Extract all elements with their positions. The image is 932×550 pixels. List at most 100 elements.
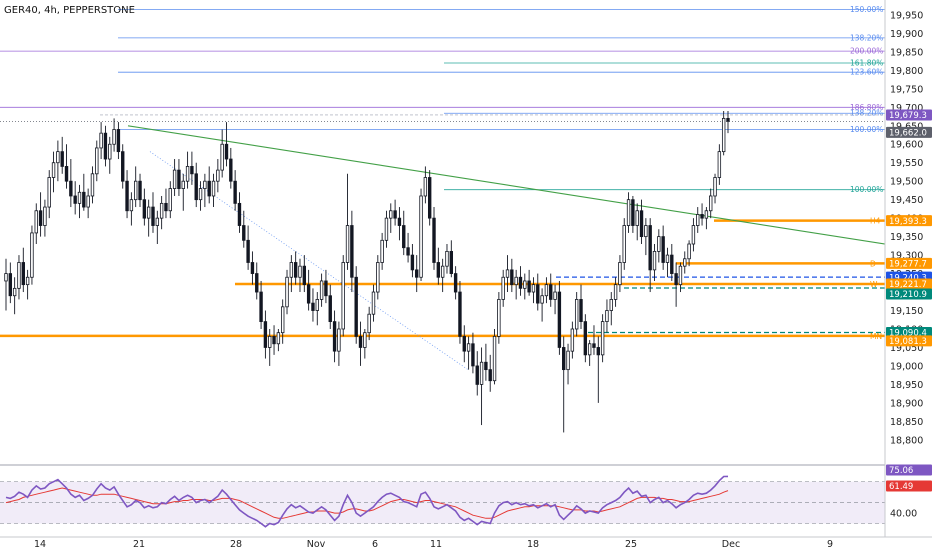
- candle-body[interactable]: [380, 239, 384, 263]
- candle-body[interactable]: [644, 225, 648, 238]
- candle-body[interactable]: [345, 225, 350, 263]
- candle-body[interactable]: [631, 199, 635, 226]
- candle-body[interactable]: [471, 343, 475, 367]
- candle-body[interactable]: [51, 162, 56, 178]
- candle-body[interactable]: [263, 321, 268, 348]
- candle-body[interactable]: [255, 273, 259, 293]
- candle-body[interactable]: [592, 343, 596, 348]
- candle-body[interactable]: [86, 195, 90, 208]
- candle-body[interactable]: [527, 280, 531, 293]
- candle-body[interactable]: [272, 335, 276, 345]
- candle-body[interactable]: [116, 129, 121, 153]
- candle-body[interactable]: [622, 225, 626, 263]
- candle-body[interactable]: [514, 276, 518, 286]
- candle-body[interactable]: [181, 180, 185, 189]
- candle-body[interactable]: [194, 173, 198, 201]
- candle-body[interactable]: [458, 291, 462, 337]
- candle-body[interactable]: [497, 299, 501, 337]
- candle-body[interactable]: [211, 180, 216, 197]
- candle-body[interactable]: [466, 343, 471, 352]
- candle-body[interactable]: [536, 284, 540, 304]
- candle-body[interactable]: [410, 254, 415, 271]
- candle-body[interactable]: [700, 214, 704, 219]
- candle-body[interactable]: [95, 147, 99, 175]
- candle-body[interactable]: [717, 151, 722, 178]
- candle-body[interactable]: [358, 335, 363, 348]
- candle-body[interactable]: [583, 321, 588, 356]
- candle-body[interactable]: [570, 328, 575, 352]
- candle-body[interactable]: [56, 151, 60, 164]
- candle-body[interactable]: [324, 280, 328, 297]
- candle-body[interactable]: [207, 180, 211, 197]
- candle-body[interactable]: [670, 254, 674, 274]
- candle-body[interactable]: [574, 299, 579, 330]
- candle-body[interactable]: [280, 306, 285, 334]
- candle-body[interactable]: [613, 284, 618, 300]
- candle-body[interactable]: [350, 225, 354, 278]
- candle-body[interactable]: [168, 188, 172, 212]
- candle-body[interactable]: [406, 247, 410, 256]
- candle-body[interactable]: [510, 269, 514, 286]
- candle-body[interactable]: [259, 291, 263, 322]
- candle-body[interactable]: [549, 284, 553, 300]
- candle-body[interactable]: [683, 258, 687, 267]
- candle-body[interactable]: [696, 214, 700, 226]
- candle-body[interactable]: [652, 250, 657, 271]
- candle-body[interactable]: [125, 180, 129, 212]
- candle-body[interactable]: [237, 202, 242, 226]
- candle-body[interactable]: [566, 350, 570, 371]
- candle-body[interactable]: [134, 180, 138, 201]
- candle-body[interactable]: [484, 361, 488, 371]
- candle-body[interactable]: [432, 217, 436, 263]
- candle-body[interactable]: [155, 217, 160, 226]
- candle-body[interactable]: [146, 206, 151, 219]
- candle-body[interactable]: [298, 265, 302, 278]
- candle-body[interactable]: [177, 169, 181, 189]
- candle-body[interactable]: [665, 254, 670, 263]
- candle-body[interactable]: [436, 262, 441, 278]
- candle-body[interactable]: [164, 202, 168, 212]
- candle-body[interactable]: [190, 166, 194, 175]
- candle-body[interactable]: [328, 295, 332, 322]
- candle-body[interactable]: [341, 262, 345, 330]
- candle-body[interactable]: [397, 217, 402, 226]
- candle-body[interactable]: [600, 321, 605, 356]
- candle-body[interactable]: [505, 269, 510, 278]
- candle-body[interactable]: [354, 276, 358, 337]
- candle-body[interactable]: [25, 276, 30, 286]
- candle-body[interactable]: [129, 199, 134, 212]
- candle-body[interactable]: [562, 347, 566, 371]
- candle-body[interactable]: [220, 143, 224, 171]
- candle-body[interactable]: [246, 239, 250, 263]
- candle-body[interactable]: [389, 210, 393, 219]
- candle-body[interactable]: [60, 151, 64, 167]
- candle-body[interactable]: [531, 284, 536, 293]
- candle-body[interactable]: [445, 250, 449, 267]
- candle-body[interactable]: [657, 236, 661, 252]
- candle-body[interactable]: [293, 262, 298, 278]
- candle-body[interactable]: [302, 265, 307, 286]
- candle-body[interactable]: [691, 225, 696, 245]
- candle-body[interactable]: [285, 276, 289, 308]
- candle-body[interactable]: [82, 191, 86, 208]
- candle-body[interactable]: [64, 166, 69, 182]
- candle-body[interactable]: [47, 177, 51, 208]
- candle-body[interactable]: [726, 117, 730, 122]
- candle-body[interactable]: [475, 365, 479, 385]
- candle-body[interactable]: [635, 210, 639, 226]
- candle-body[interactable]: [103, 132, 108, 160]
- candle-body[interactable]: [21, 262, 25, 286]
- candle-body[interactable]: [311, 302, 315, 311]
- candle-body[interactable]: [12, 287, 17, 297]
- candle-body[interactable]: [138, 180, 142, 201]
- candle-body[interactable]: [402, 225, 406, 249]
- candle-body[interactable]: [185, 166, 190, 182]
- candle-body[interactable]: [30, 232, 34, 278]
- candle-body[interactable]: [224, 143, 229, 160]
- candle-body[interactable]: [34, 210, 38, 234]
- candle-body[interactable]: [77, 191, 82, 204]
- candle-body[interactable]: [492, 335, 497, 382]
- candle-body[interactable]: [440, 265, 445, 278]
- candle-body[interactable]: [159, 202, 164, 219]
- candles[interactable]: [4, 110, 730, 433]
